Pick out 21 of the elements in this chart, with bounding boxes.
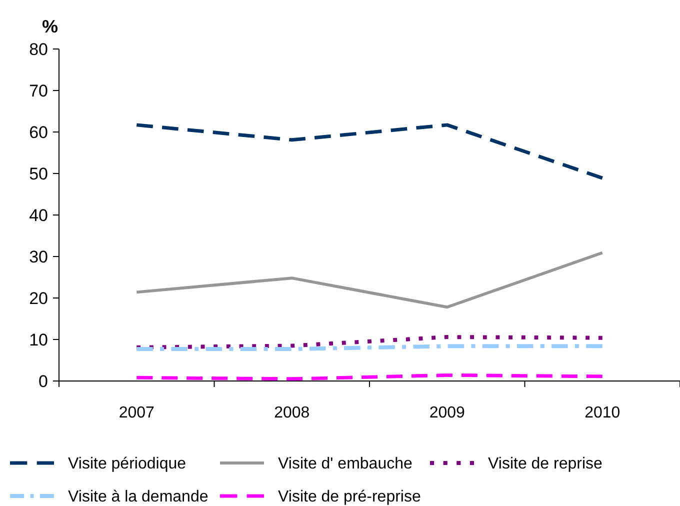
y-tick-label: 30	[29, 247, 48, 266]
y-tick-label: 70	[29, 81, 48, 100]
x-tick-label: 2010	[584, 404, 620, 422]
y-tick-label: 80	[29, 40, 48, 59]
y-tick-label: 10	[29, 330, 48, 350]
y-tick-label: 50	[29, 164, 48, 184]
x-tick-label: 2007	[118, 404, 155, 422]
x-tick-label: 2009	[429, 404, 466, 422]
y-tick-label: 20	[29, 288, 48, 308]
legend-label: Visite d' embauche	[278, 456, 412, 473]
legend-label: Visite de reprise	[488, 456, 603, 473]
line-series	[135, 251, 604, 309]
y-axis-title: %	[42, 16, 58, 36]
line-series	[134, 335, 604, 350]
legend-label: Visite de pré-reprise	[278, 488, 421, 506]
legend-label: Visite à la demande	[68, 488, 208, 506]
y-tick-label: 40	[29, 206, 48, 225]
y-tick-label: 0	[38, 372, 48, 391]
legend-label: Visite périodique	[68, 456, 186, 473]
x-tick-label: 2008	[274, 404, 310, 422]
y-tick-label: 60	[29, 122, 48, 142]
